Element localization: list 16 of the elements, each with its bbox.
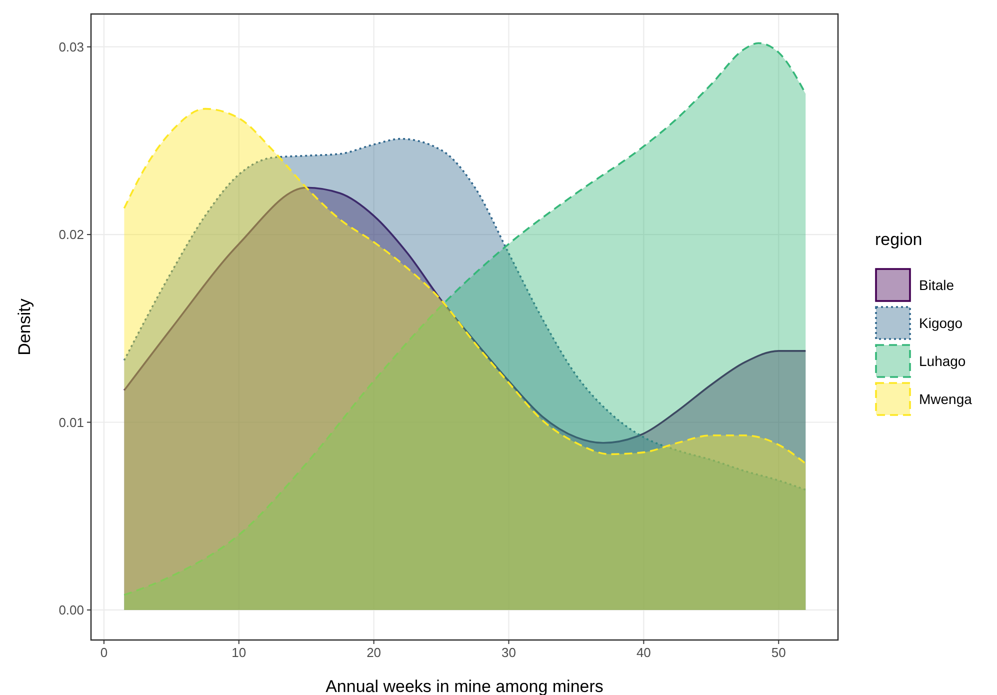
x-tick-label: 40 bbox=[636, 645, 651, 660]
y-tick-label: 0.00 bbox=[58, 602, 84, 618]
x-tick-label: 20 bbox=[366, 645, 382, 660]
legend-label: Bitale bbox=[919, 277, 954, 293]
y-tick-label: 0.03 bbox=[58, 39, 84, 54]
legend-label: Kigogo bbox=[919, 315, 963, 331]
x-tick-label: 30 bbox=[502, 645, 516, 660]
legend-label: Mwenga bbox=[919, 391, 972, 407]
y-tick-label: 0.01 bbox=[58, 414, 84, 430]
y-axis-title: Density bbox=[15, 298, 34, 356]
y-tick-label: 0.02 bbox=[58, 227, 84, 242]
x-tick-label: 50 bbox=[771, 645, 786, 660]
legend-title: region bbox=[875, 230, 922, 249]
legend-label: Luhago bbox=[919, 353, 966, 369]
x-tick-label: 0 bbox=[100, 645, 108, 660]
x-tick-label: 10 bbox=[232, 645, 246, 660]
